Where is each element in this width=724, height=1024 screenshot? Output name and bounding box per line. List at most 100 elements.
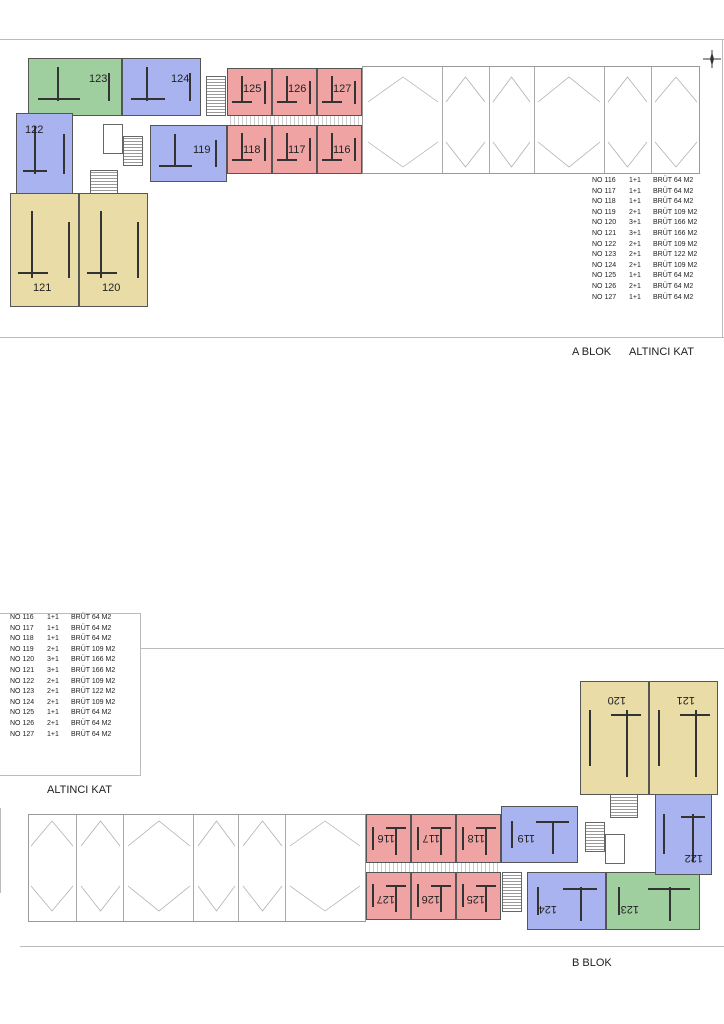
wall	[417, 884, 420, 908]
schedule-row: NO 118 1+1 BRÜT 64 M2	[10, 634, 115, 645]
unit-number: 126	[288, 83, 307, 95]
apartment-unit: 124	[527, 872, 606, 930]
unit-number: 118	[243, 144, 261, 156]
elevator-shaft	[605, 834, 625, 864]
wall	[589, 710, 592, 766]
schedule-row: NO 126 2+1 BRÜT 64 M2	[592, 282, 697, 293]
wall	[562, 887, 598, 890]
unit-number: 119	[193, 144, 211, 156]
unit-number: 119	[517, 832, 535, 844]
schedule-cell: 2+1	[629, 282, 641, 290]
schedule-cell: NO 117	[10, 624, 34, 632]
schedule-row: NO 119 2+1 BRÜT 109 M2	[592, 208, 697, 219]
apartment-unit: 121	[649, 681, 718, 795]
schedule-cell: NO 118	[592, 198, 616, 206]
apartment-unit: 118	[227, 125, 272, 174]
schedule-cell: BRÜT 109 M2	[71, 645, 116, 653]
parking-area	[28, 814, 366, 922]
schedule-cell: NO 117	[592, 187, 616, 195]
wall	[440, 826, 443, 855]
schedule-row: NO 124 2+1 BRÜT 109 M2	[10, 698, 115, 709]
schedule-row: NO 118 1+1 BRÜT 64 M2	[592, 197, 697, 208]
stairwell	[585, 822, 605, 852]
apartment-unit: 121	[10, 193, 79, 307]
schedule-row: NO 124 2+1 BRÜT 109 M2	[592, 261, 697, 272]
schedule-cell: BRÜT 64 M2	[653, 198, 694, 206]
frame-line	[0, 39, 724, 40]
parking-area	[362, 66, 700, 174]
wall	[552, 820, 555, 854]
schedule-cell: BRÜT 64 M2	[653, 187, 694, 195]
wall	[535, 821, 570, 824]
apartment-unit: 126	[272, 68, 317, 116]
schedule-row: NO 127 1+1 BRÜT 64 M2	[10, 730, 115, 741]
schedule-row: NO 117 1+1 BRÜT 64 M2	[592, 187, 697, 198]
b-blok-unit-schedule: NO 116 1+1 BRÜT 64 M2 NO 117 1+1 BRÜT 64 M2 NO…	[10, 613, 115, 740]
schedule-row: NO 126 2+1 BRÜT 64 M2	[10, 719, 115, 730]
a-blok-floor: ALTINCI KAT	[629, 346, 694, 358]
schedule-cell: NO 123	[10, 688, 35, 696]
schedule-cell: BRÜT 166 M2	[71, 656, 116, 664]
wall	[462, 826, 465, 851]
wall	[56, 67, 59, 101]
apartment-unit: 126	[411, 872, 456, 920]
apartment-unit: 125	[227, 68, 272, 116]
schedule-cell: 2+1	[629, 208, 641, 216]
wall	[136, 222, 139, 278]
frame-line	[140, 648, 724, 649]
apartment-unit: 117	[411, 814, 456, 863]
schedule-row: NO 119 2+1 BRÜT 109 M2	[10, 645, 115, 656]
wall	[188, 73, 191, 101]
apartment-unit: 120	[580, 681, 649, 795]
schedule-row: NO 122 2+1 BRÜT 109 M2	[592, 240, 697, 251]
schedule-cell: NO 126	[592, 282, 617, 290]
schedule-cell: 2+1	[47, 677, 59, 685]
wall	[680, 713, 711, 716]
wall	[277, 101, 297, 104]
wall	[386, 827, 406, 830]
schedule-cell: NO 127	[592, 293, 617, 301]
unit-number: 117	[288, 144, 306, 156]
wall	[662, 814, 665, 854]
stairwell	[610, 794, 638, 818]
stairwell	[502, 872, 522, 912]
wall	[353, 137, 356, 162]
wall	[322, 101, 342, 104]
wall	[330, 75, 333, 104]
wall	[285, 133, 288, 162]
wall	[17, 272, 48, 275]
schedule-row: NO 120 3+1 BRÜT 166 M2	[10, 655, 115, 666]
schedule-row: NO 122 2+1 BRÜT 109 M2	[10, 677, 115, 688]
apartment-unit: 119	[150, 125, 227, 182]
wall	[476, 884, 496, 887]
a-blok-unit-schedule: NO 116 1+1 BRÜT 64 M2 NO 117 1+1 BRÜT 64 M2 NO…	[592, 176, 697, 303]
schedule-cell: NO 123	[592, 251, 617, 259]
apartment-unit: 127	[366, 872, 411, 920]
b-blok-plan: 123 124 122 119 125 126 127 118 117 116 121 120	[18, 678, 718, 930]
unit-number: 120	[607, 694, 626, 706]
unit-number: 126	[421, 893, 440, 905]
schedule-cell: 2+1	[47, 645, 59, 653]
wall	[31, 210, 34, 278]
schedule-row: NO 127 1+1 BRÜT 64 M2	[592, 293, 697, 304]
parking-bay-divider	[534, 67, 535, 173]
schedule-cell: NO 119	[592, 208, 616, 216]
apartment-unit: 125	[456, 872, 501, 920]
unit-number: 127	[376, 893, 395, 905]
parking-bay-divider	[651, 67, 652, 173]
wall	[669, 887, 672, 921]
stairwell	[206, 76, 226, 116]
wall	[431, 884, 451, 887]
schedule-cell: 1+1	[629, 177, 641, 184]
wall	[67, 222, 70, 278]
wall	[694, 710, 697, 778]
schedule-cell: BRÜT 109 M2	[653, 208, 698, 216]
wall	[511, 820, 513, 849]
ramp-markings	[367, 76, 698, 168]
wall	[611, 713, 642, 716]
frame-line	[140, 613, 141, 775]
unit-number: 121	[33, 282, 52, 294]
unit-number: 125	[243, 83, 262, 95]
unit-number: 116	[377, 832, 395, 844]
